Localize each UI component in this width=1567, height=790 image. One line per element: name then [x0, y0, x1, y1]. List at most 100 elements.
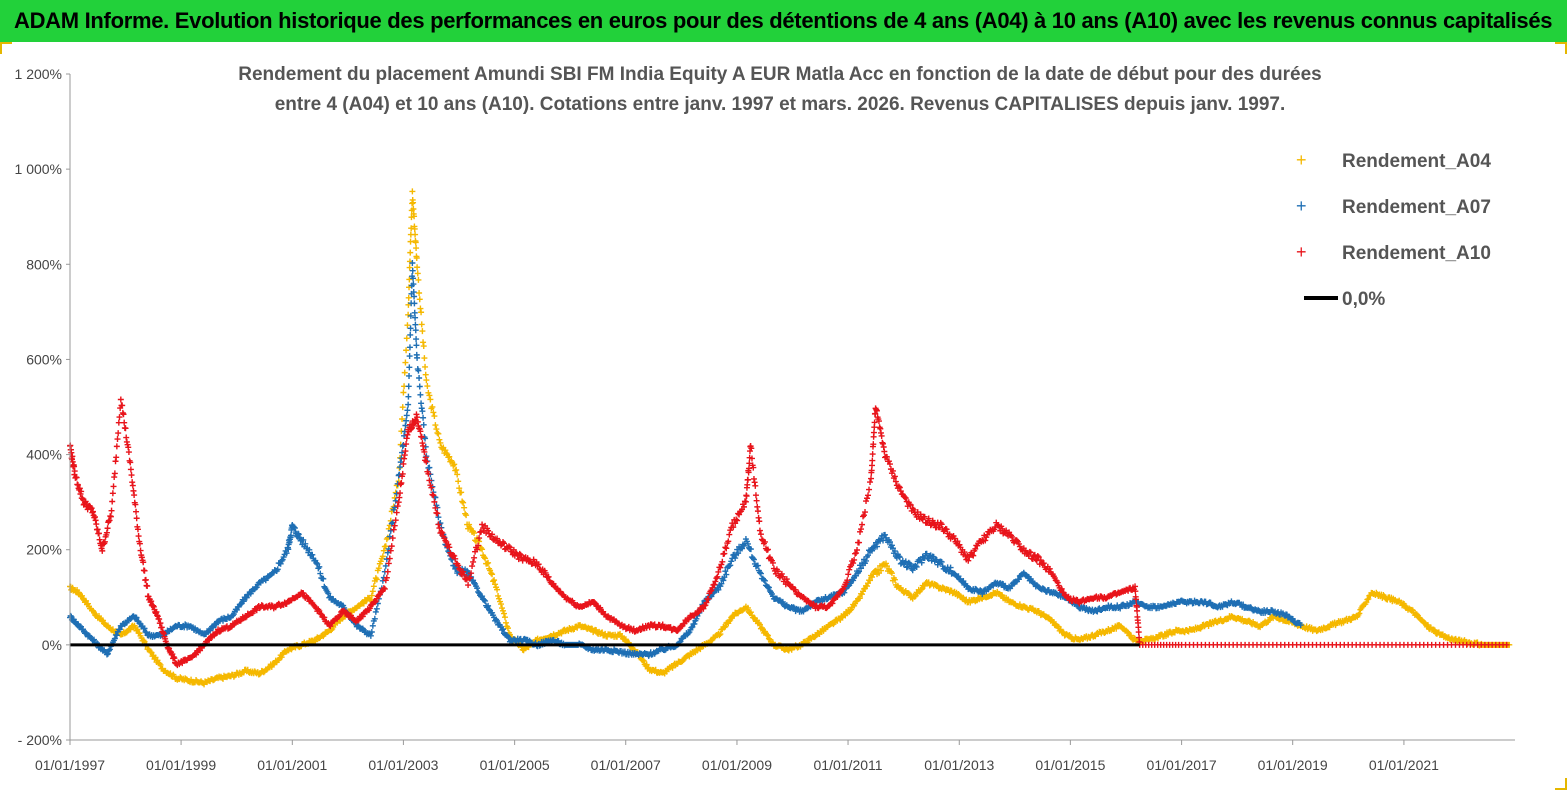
data-point	[744, 540, 751, 547]
data-point	[437, 439, 444, 446]
data-point	[113, 632, 120, 639]
data-point	[142, 628, 149, 635]
data-point	[107, 513, 114, 520]
data-point	[321, 614, 328, 621]
data-point	[84, 600, 91, 607]
data-point	[405, 294, 412, 301]
data-point	[468, 570, 475, 577]
data-point	[463, 512, 470, 519]
data-point	[870, 429, 877, 436]
data-point	[403, 441, 410, 448]
data-point	[420, 343, 427, 350]
data-point	[119, 402, 126, 409]
data-point	[408, 225, 415, 232]
data-point	[850, 560, 857, 567]
data-point	[127, 459, 134, 466]
data-point	[375, 565, 382, 572]
data-point	[386, 555, 393, 562]
data-point	[418, 321, 425, 328]
data-point	[674, 627, 681, 634]
data-point	[721, 550, 728, 557]
data-point	[554, 585, 561, 592]
data-point	[970, 552, 977, 559]
data-point	[405, 401, 412, 408]
data-point	[417, 391, 424, 398]
data-point	[369, 588, 376, 595]
data-point	[720, 577, 727, 584]
data-point	[467, 574, 474, 581]
data-point	[1124, 628, 1131, 635]
data-point	[423, 458, 430, 465]
data-point	[1413, 611, 1420, 618]
data-point	[461, 571, 468, 578]
data-point	[411, 225, 418, 232]
data-point	[274, 566, 281, 573]
data-point	[707, 588, 714, 595]
data-point	[716, 632, 723, 639]
data-point	[955, 573, 962, 580]
data-point	[740, 503, 747, 510]
data-point	[726, 618, 733, 625]
data-point	[90, 636, 97, 643]
data-point	[709, 584, 716, 591]
data-point	[783, 576, 790, 583]
data-point	[961, 549, 968, 556]
data-point	[711, 581, 718, 588]
data-point	[125, 449, 132, 456]
data-point	[113, 454, 120, 461]
data-point	[743, 493, 750, 500]
data-point	[406, 264, 413, 271]
data-point	[901, 494, 908, 501]
data-point	[407, 325, 414, 332]
data-point	[412, 321, 419, 328]
data-point	[712, 578, 719, 585]
data-point	[881, 448, 888, 455]
data-point	[850, 577, 857, 584]
data-point	[722, 568, 729, 575]
x-tick-label: 01/01/2011	[814, 757, 883, 773]
data-point	[878, 432, 885, 439]
data-point	[452, 555, 459, 562]
data-point	[921, 513, 928, 520]
data-point	[1424, 622, 1431, 629]
data-point	[494, 586, 501, 593]
data-point	[1205, 623, 1212, 630]
data-point	[429, 491, 436, 498]
data-point	[82, 498, 89, 505]
data-point	[400, 460, 407, 467]
data-point	[426, 464, 433, 471]
data-point	[240, 598, 247, 605]
data-point	[78, 488, 85, 495]
x-tick-label: 01/01/2013	[924, 757, 994, 773]
x-tick-label: 01/01/2007	[591, 757, 661, 773]
data-point	[399, 416, 406, 423]
data-point	[382, 543, 389, 550]
data-point	[384, 568, 391, 575]
data-point	[99, 617, 106, 624]
data-point	[868, 475, 875, 482]
data-point	[93, 521, 100, 528]
data-point	[839, 586, 846, 593]
data-point	[113, 443, 120, 450]
data-point	[502, 619, 509, 626]
data-point	[422, 371, 429, 378]
legend-marker-a04: +	[1296, 150, 1307, 170]
data-point	[499, 607, 506, 614]
data-point	[426, 392, 433, 399]
data-point	[765, 584, 772, 591]
data-point	[499, 605, 506, 612]
data-point	[404, 431, 411, 438]
data-point	[476, 535, 483, 542]
data-point	[756, 621, 763, 628]
data-point	[455, 562, 462, 569]
data-point	[413, 336, 420, 343]
data-point	[405, 393, 412, 400]
data-point	[918, 559, 925, 566]
data-point	[481, 596, 488, 603]
data-point	[927, 522, 934, 529]
data-point	[1132, 588, 1139, 595]
data-point	[120, 411, 127, 418]
data-point	[869, 451, 876, 458]
data-point	[1421, 620, 1428, 627]
data-point	[435, 521, 442, 528]
